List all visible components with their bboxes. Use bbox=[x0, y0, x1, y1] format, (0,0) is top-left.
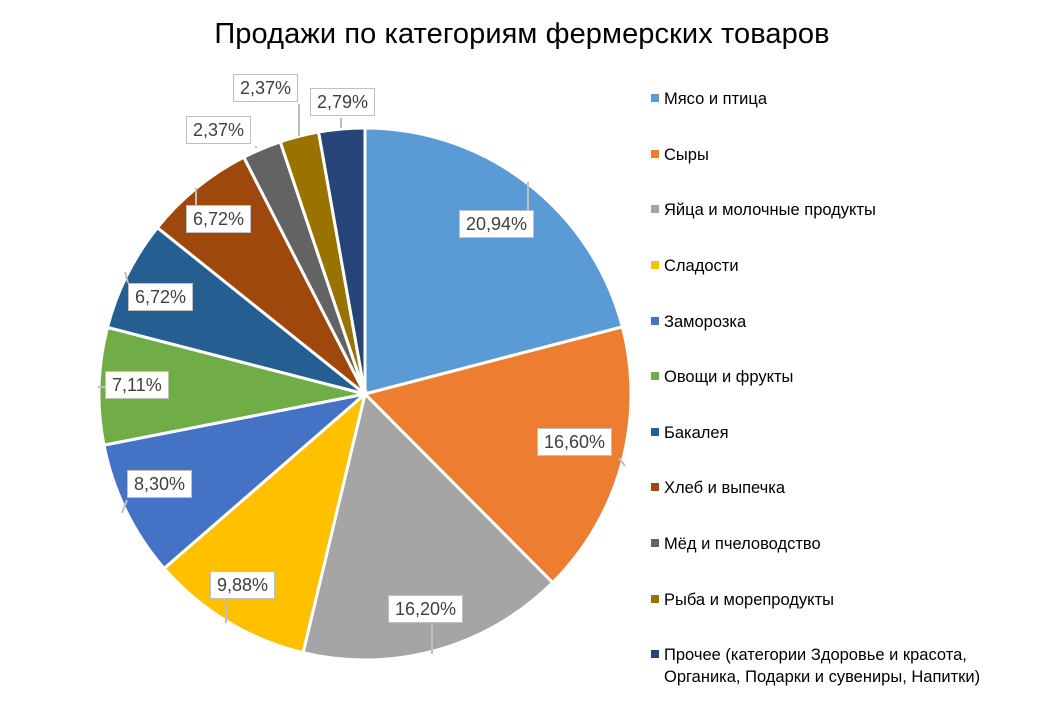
legend-swatch-icon bbox=[651, 483, 659, 491]
callout-leader-line bbox=[124, 271, 129, 284]
data-label: 2,37% bbox=[233, 74, 299, 102]
legend-swatch-icon bbox=[651, 650, 659, 658]
pie-slice bbox=[362, 325, 633, 585]
data-label: 9,88% bbox=[210, 571, 276, 599]
pie-slice bbox=[316, 126, 367, 395]
data-label: 16,60% bbox=[537, 428, 613, 456]
data-label: 16,20% bbox=[388, 595, 464, 623]
legend-swatch-icon bbox=[651, 205, 659, 213]
pie-slice bbox=[102, 391, 371, 571]
legend-swatch-icon bbox=[651, 94, 659, 102]
legend-swatch-icon bbox=[651, 595, 659, 603]
legend-swatch-icon bbox=[651, 150, 659, 158]
legend-swatch-icon bbox=[651, 539, 659, 547]
callout-leader-line bbox=[121, 499, 128, 514]
data-label: 20,94% bbox=[459, 210, 535, 238]
legend-swatch-icon bbox=[651, 428, 659, 436]
data-label: 6,72% bbox=[128, 283, 194, 311]
data-label: 8,30% bbox=[127, 470, 193, 498]
data-label: 6,72% bbox=[186, 205, 252, 233]
data-label: 7,11% bbox=[105, 371, 169, 399]
legend-swatch-icon bbox=[651, 261, 659, 269]
legend-swatch-icon bbox=[651, 372, 659, 380]
data-label: 2,37% bbox=[186, 116, 252, 144]
legend-swatch-icon bbox=[651, 317, 659, 325]
callout-leader-line bbox=[618, 457, 626, 467]
data-label: 2,79% bbox=[310, 88, 376, 116]
pie-slice bbox=[105, 225, 366, 396]
chart-title: Продажи по категориям фермерских товаров bbox=[214, 18, 830, 50]
pie-slice bbox=[301, 391, 555, 662]
